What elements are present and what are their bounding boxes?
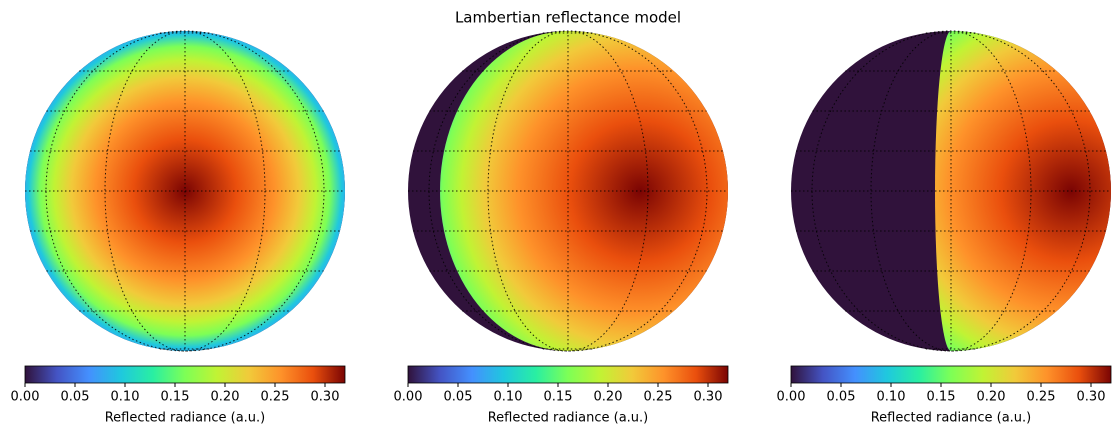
colorbar [790,365,1112,384]
colorbar-tick-label: 0.30 [694,390,723,405]
colorbar-label: Reflected radiance (a.u.) [105,411,266,426]
colorbar-tick-label: 0.10 [111,390,140,405]
meridian [45,30,325,352]
colorbar-tick-label: 0.30 [1077,390,1106,405]
colorbar-label: Reflected radiance (a.u.) [488,411,649,426]
colorbar [24,365,346,384]
colorbar-tick-label: 0.30 [311,390,340,405]
colorbar-tick-label: 0.15 [161,390,190,405]
meridian [428,30,708,352]
colorbar-tick-label: 0.05 [61,390,90,405]
colorbar-label: Reflected radiance (a.u.) [871,411,1032,426]
colorbar-tick-label: 0.20 [594,390,623,405]
colorbar-tick-label: 0.10 [494,390,523,405]
colorbar-tick-label: 0.25 [261,390,290,405]
colorbar [407,365,729,384]
sphere-panel [25,30,345,352]
figure-title: Lambertian reflectance model [455,9,681,27]
colorbar-tick-label: 0.00 [777,390,806,405]
meridian [811,30,1091,352]
sphere-panel [408,30,728,352]
colorbar-tick-label: 0.00 [11,390,40,405]
colorbar-tick-label: 0.00 [394,390,423,405]
colorbar-tick-label: 0.25 [644,390,673,405]
colorbar-tick-label: 0.15 [927,390,956,405]
colorbar-tick-label: 0.20 [211,390,240,405]
colorbar-tick-label: 0.10 [877,390,906,405]
colorbar-tick-label: 0.05 [827,390,856,405]
colorbar-tick-label: 0.15 [544,390,573,405]
sphere-panel [791,30,1111,352]
colorbar-tick-label: 0.20 [977,390,1006,405]
colorbar-tick-label: 0.25 [1027,390,1056,405]
colorbar-tick-label: 0.05 [444,390,473,405]
